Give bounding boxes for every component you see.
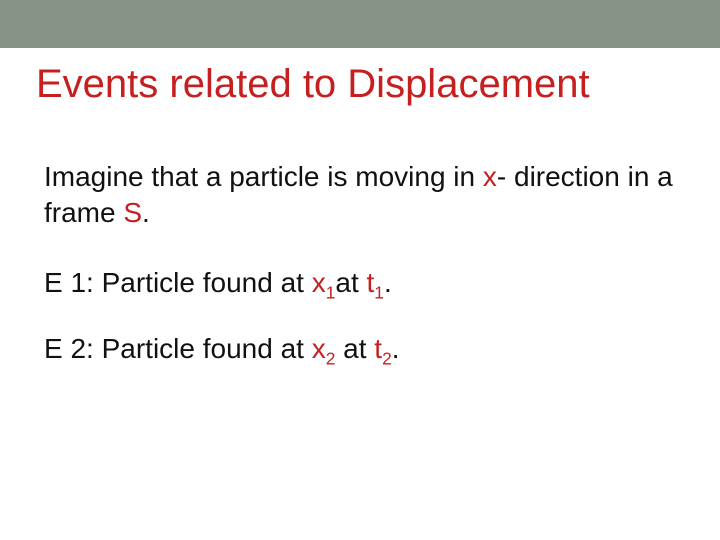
intro-x: x [483,161,497,192]
e1-mid: at [335,267,366,298]
slide: Events related to Displacement Imagine t… [0,0,720,540]
e2-x: x2 [312,333,336,364]
event-1-line: E 1: Particle found at x1at t1. [44,265,680,301]
e2-x-base: x [312,333,326,364]
slide-body: Imagine that a particle is moving in x- … [44,159,680,367]
e2-t-base: t [374,333,382,364]
intro-s: S [123,197,142,228]
top-band [0,0,720,48]
e1-end: . [384,267,392,298]
e2-mid: at [335,333,374,364]
e2-x-sub: 2 [326,349,336,369]
slide-title: Events related to Displacement [36,62,720,107]
e1-x: x1 [312,267,336,298]
intro-pre: Imagine that a particle is moving in [44,161,483,192]
e1-x-base: x [312,267,326,298]
intro-paragraph: Imagine that a particle is moving in x- … [44,159,680,231]
intro-post: . [142,197,150,228]
e2-t: t2 [374,333,391,364]
event-2-line: E 2: Particle found at x2 at t2. [44,331,680,367]
e1-x-sub: 1 [326,282,336,302]
e2-end: . [392,333,400,364]
e2-label: E 2: Particle found at [44,333,312,364]
e1-label: E 1: Particle found at [44,267,312,298]
e1-t: t1 [367,267,384,298]
e1-t-sub: 1 [374,282,384,302]
e2-t-sub: 2 [382,349,392,369]
